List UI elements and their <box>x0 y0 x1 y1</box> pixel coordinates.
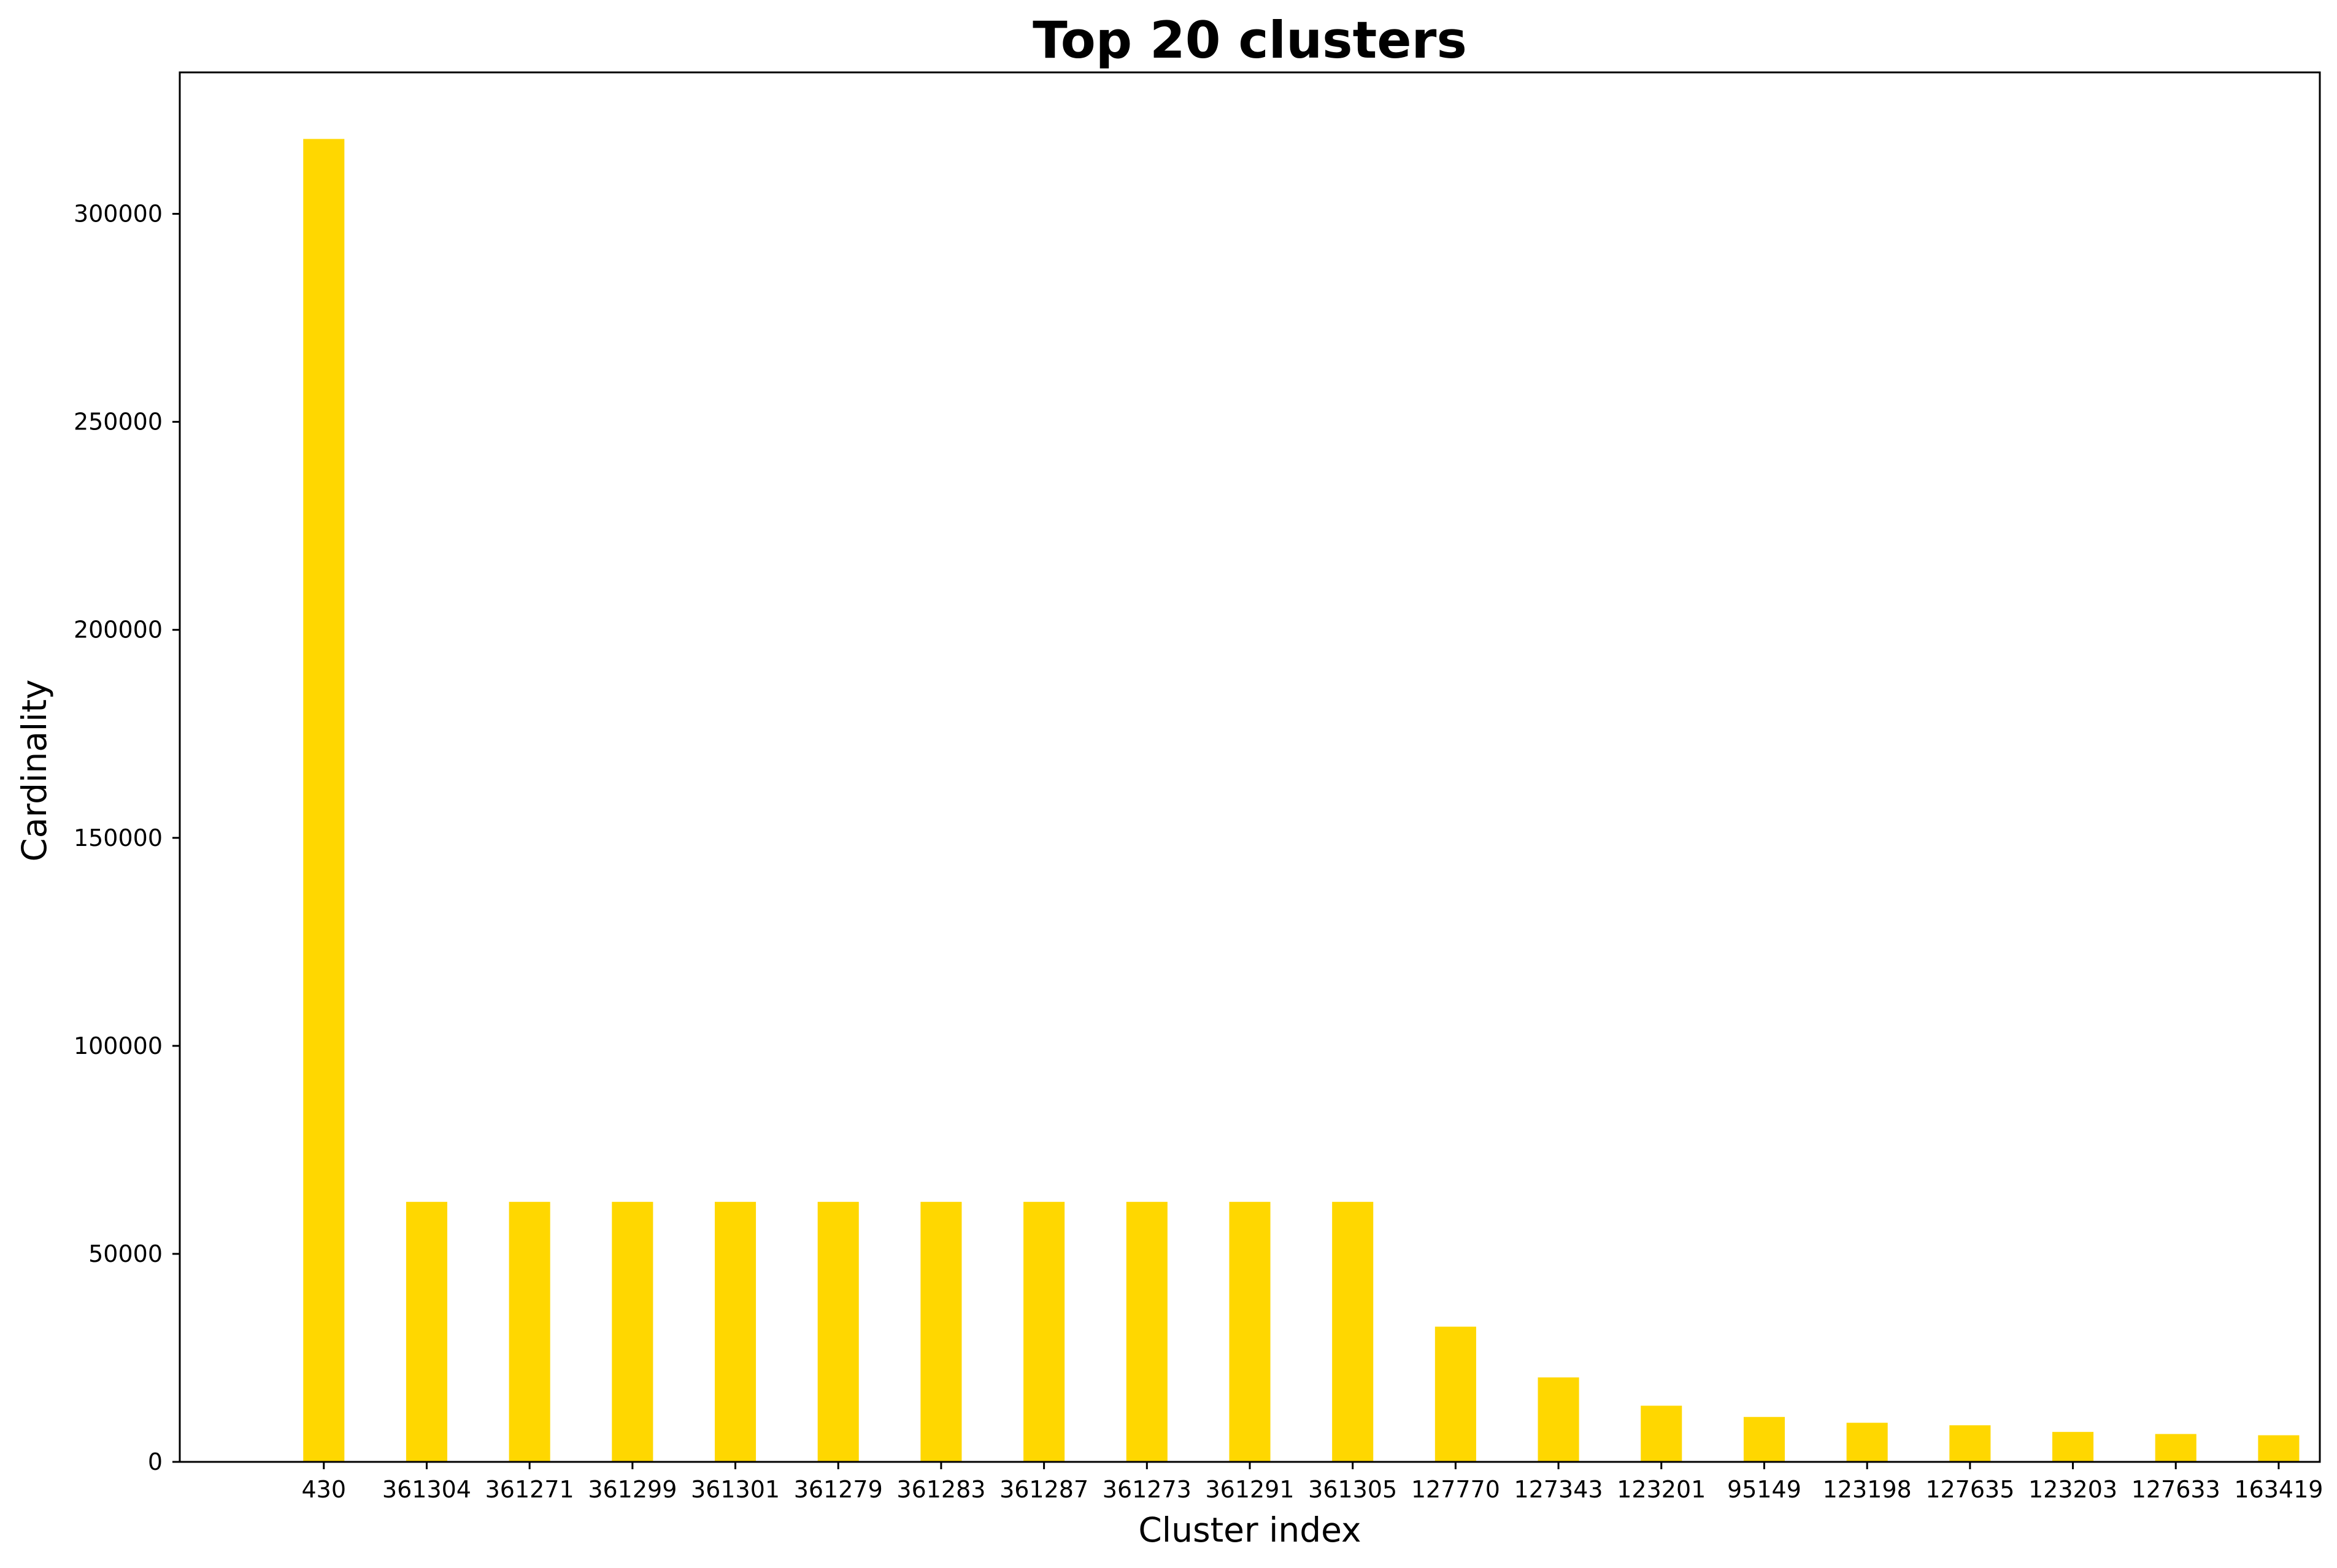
bar-361271 <box>509 1202 550 1462</box>
bar-123203 <box>2052 1432 2094 1462</box>
x-axis-label: Cluster index <box>1138 1510 1361 1550</box>
bars-group <box>303 139 2300 1462</box>
x-tick-label: 361279 <box>794 1476 883 1503</box>
x-tick-label: 127770 <box>1411 1476 1500 1503</box>
bar-95149 <box>1743 1416 1785 1462</box>
x-tick-label: 430 <box>302 1476 347 1503</box>
x-tick-label: 361301 <box>691 1476 780 1503</box>
y-tick-label: 150000 <box>74 824 163 851</box>
bar-361287 <box>1023 1202 1065 1462</box>
bar-361279 <box>817 1202 859 1462</box>
y-axis: 0 50000 100000 150000 200000 250000 300000 <box>74 201 180 1475</box>
x-axis: 430 361304 361271 361299 361301 361279 361283 3… <box>302 1462 2323 1503</box>
y-axis-label: Cardinality <box>15 679 54 861</box>
chart-title: Top 20 clusters <box>1033 10 1467 70</box>
x-tick-label: 361304 <box>382 1476 471 1503</box>
bar-361304 <box>406 1202 447 1462</box>
bar-361299 <box>612 1202 653 1462</box>
bar-123198 <box>1846 1423 1888 1462</box>
x-tick-label: 127633 <box>2131 1476 2220 1503</box>
bar-361291 <box>1229 1202 1271 1462</box>
x-tick-label: 361291 <box>1205 1476 1294 1503</box>
x-tick-label: 127635 <box>1925 1476 2014 1503</box>
y-tick-label: 0 <box>148 1448 163 1475</box>
bar-163419 <box>2258 1435 2300 1462</box>
bar-127635 <box>1949 1425 1991 1462</box>
bar-127633 <box>2155 1434 2196 1462</box>
x-tick-label: 361273 <box>1103 1476 1192 1503</box>
bar-127770 <box>1434 1326 1476 1462</box>
x-tick-label: 361271 <box>485 1476 574 1503</box>
x-tick-label: 123203 <box>2028 1476 2117 1503</box>
x-tick-label: 361287 <box>999 1476 1088 1503</box>
x-tick-label: 123201 <box>1617 1476 1706 1503</box>
x-tick-label: 163419 <box>2234 1476 2323 1503</box>
bar-123201 <box>1641 1405 1682 1462</box>
x-tick-label: 361299 <box>588 1476 677 1503</box>
bar-430 <box>303 139 345 1462</box>
x-tick-label: 123198 <box>1823 1476 1912 1503</box>
bar-361305 <box>1332 1202 1374 1462</box>
bar-361301 <box>715 1202 757 1462</box>
x-tick-label: 361305 <box>1308 1476 1397 1503</box>
x-tick-label: 95149 <box>1727 1476 1801 1503</box>
bar-127343 <box>1538 1377 1579 1462</box>
x-tick-label: 127343 <box>1514 1476 1603 1503</box>
x-tick-label: 361283 <box>896 1476 985 1503</box>
bar-361283 <box>920 1202 962 1462</box>
y-tick-label: 100000 <box>74 1032 163 1059</box>
y-tick-label: 250000 <box>74 409 163 436</box>
bar-361273 <box>1126 1202 1168 1462</box>
plot-frame <box>179 71 2321 1463</box>
y-tick-label: 200000 <box>74 617 163 644</box>
y-tick-label: 300000 <box>74 201 163 228</box>
y-tick-label: 50000 <box>88 1240 163 1267</box>
